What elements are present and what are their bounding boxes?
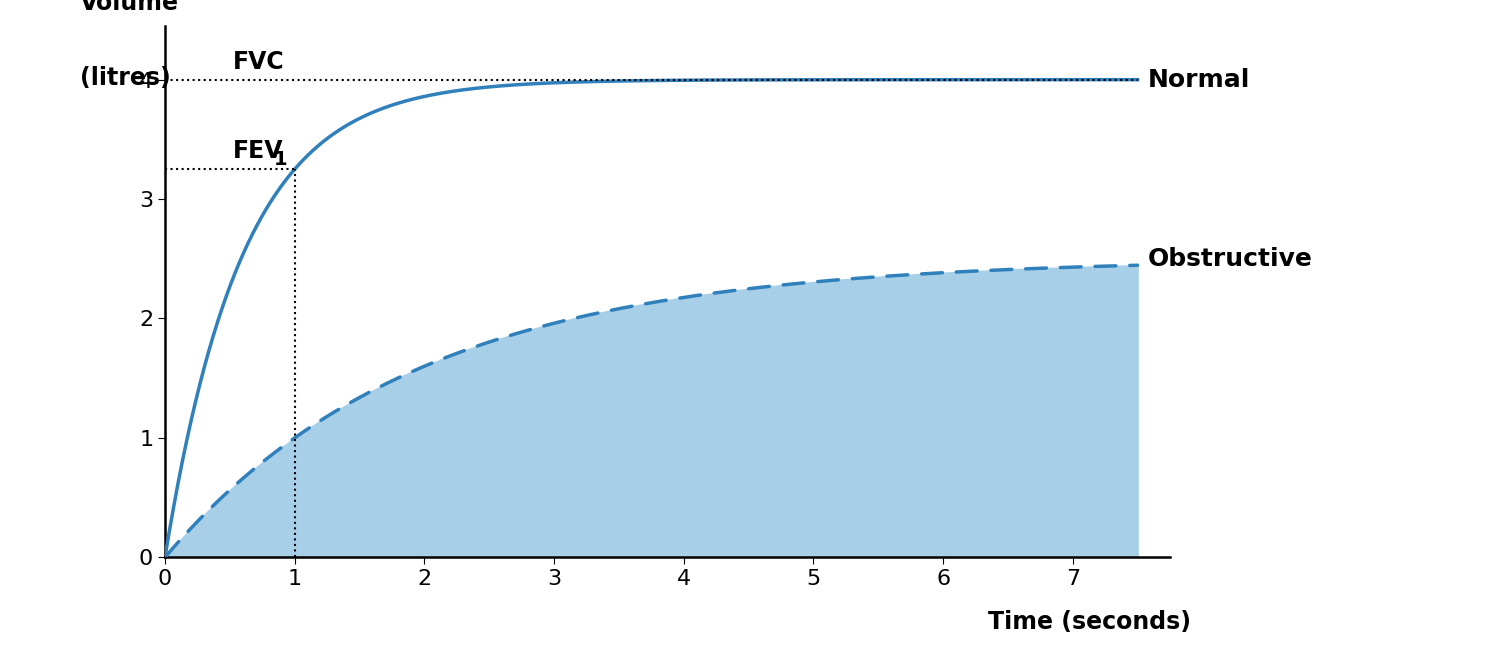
Text: Volume: Volume [80,0,178,16]
Text: FVC: FVC [232,50,284,74]
Text: FEV: FEV [232,139,284,163]
Text: Normal: Normal [1148,67,1251,91]
X-axis label: Time (seconds): Time (seconds) [988,610,1191,634]
Text: 1: 1 [274,150,288,168]
Text: (litres): (litres) [80,65,171,89]
Text: Obstructive: Obstructive [1148,247,1312,271]
